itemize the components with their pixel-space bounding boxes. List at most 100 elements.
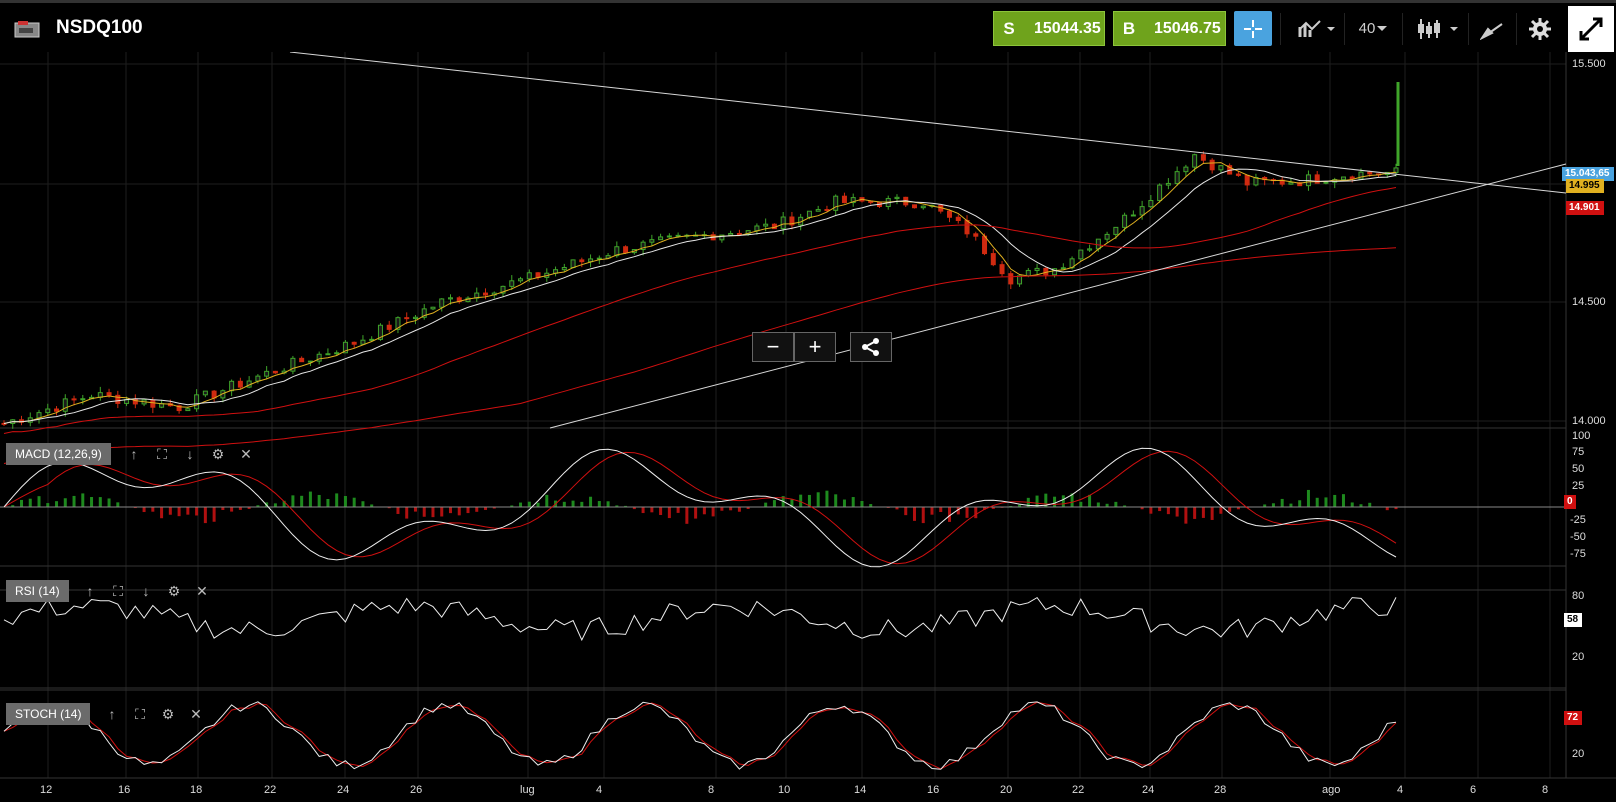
ma-xlong-line [3, 247, 1397, 464]
macd-histogram-bar [921, 507, 925, 524]
candle [579, 259, 585, 263]
candle [920, 205, 926, 209]
symbol-title[interactable]: NSDQ100 [56, 17, 143, 38]
crosshair-button[interactable] [1234, 11, 1272, 46]
candle [1017, 275, 1023, 285]
candle [570, 259, 576, 269]
candle [1367, 171, 1373, 175]
macd-histogram-bar [1385, 507, 1389, 511]
stoch-label[interactable]: STOCH (14) [6, 703, 91, 725]
candle [1218, 165, 1224, 171]
close-icon[interactable]: ✕ [190, 705, 202, 722]
macd-tick: 50 [1572, 463, 1585, 475]
chart-type-button[interactable] [1290, 11, 1342, 46]
zoom-controls: − + [752, 332, 836, 364]
buy-button[interactable]: B 15046.75 [1113, 11, 1226, 46]
settings-button[interactable] [1522, 11, 1558, 46]
up-arrow-icon[interactable]: ↑ [130, 446, 138, 462]
macd-histogram-bar [238, 507, 242, 510]
fullscreen-icon[interactable]: ⛶ [135, 705, 145, 722]
down-arrow-icon[interactable]: ↓ [142, 583, 150, 599]
macd-histogram-bar [273, 503, 277, 507]
macd-histogram-bar [1306, 489, 1310, 507]
macd-histogram-bar [361, 501, 365, 507]
candle [1314, 174, 1320, 184]
up-arrow-icon[interactable]: ↑ [108, 706, 116, 722]
macd-histogram-bar [1096, 502, 1100, 507]
macd-histogram-bar [519, 502, 523, 507]
candle [964, 219, 970, 235]
gear-icon[interactable]: ⚙ [161, 705, 175, 722]
macd-histogram-bar [1061, 495, 1065, 507]
macd-histogram-bar [352, 497, 356, 507]
zoom-in-button[interactable]: + [794, 332, 836, 362]
rsi-label[interactable]: RSI (14) [6, 580, 69, 602]
macd-histogram-bar [46, 503, 50, 507]
macd-tick: -50 [1570, 531, 1586, 543]
macd-label[interactable]: MACD (12,26,9) [6, 443, 111, 465]
share-icon [862, 338, 879, 356]
candle [421, 308, 427, 318]
candle [1209, 159, 1215, 171]
fullscreen-icon[interactable]: ⛶ [157, 445, 167, 462]
macd-histogram-bar [615, 505, 619, 507]
zoom-out-button[interactable]: − [752, 332, 794, 362]
drawing-button[interactable] [1474, 11, 1510, 46]
macd-histogram-bar [991, 507, 995, 509]
candle [1323, 181, 1329, 184]
macd-histogram-bar [1009, 505, 1013, 507]
candle [666, 235, 672, 238]
macd-histogram-bar [667, 507, 671, 519]
sell-button[interactable]: S 15044.35 [993, 11, 1105, 46]
macd-histogram-bar [983, 507, 987, 510]
candle [1078, 249, 1084, 260]
macd-histogram-bar [326, 499, 330, 507]
macd-histogram-bar [107, 498, 111, 507]
macd-tick: 75 [1572, 446, 1585, 458]
candle [377, 324, 383, 340]
macd-histogram-bar [580, 501, 584, 507]
timeframe-dropdown[interactable]: 40 [1350, 11, 1398, 46]
price-chart[interactable] [0, 52, 1616, 802]
macd-tools: ↑ ⛶ ↓ ⚙ ✕ [126, 443, 254, 465]
price-tick: 15.500 [1572, 58, 1606, 70]
gear-icon[interactable]: ⚙ [211, 445, 225, 462]
fullscreen-icon[interactable]: ⛶ [113, 582, 123, 599]
candle [316, 353, 322, 362]
macd-histogram-bar [799, 494, 803, 507]
time-tick: 26 [410, 784, 423, 796]
candle [1060, 267, 1066, 270]
candle [1200, 154, 1206, 161]
candles-button[interactable] [1410, 11, 1466, 46]
macd-histogram-bar [1088, 494, 1092, 507]
candle [999, 264, 1005, 275]
candle [115, 394, 121, 404]
candle [841, 195, 847, 204]
macd-histogram-bar [869, 504, 873, 507]
macd-histogram-bar [1175, 507, 1179, 517]
candle [264, 370, 270, 377]
share-button[interactable] [850, 332, 892, 362]
macd-histogram-bar [1289, 503, 1293, 507]
expand-button[interactable] [1568, 6, 1614, 52]
candle [176, 405, 182, 412]
candle [649, 239, 655, 243]
macd-histogram-bar [142, 507, 146, 513]
candle [1130, 214, 1136, 217]
candle [71, 398, 77, 401]
close-icon[interactable]: ✕ [240, 445, 252, 462]
trend-line-upper [289, 52, 1567, 194]
candle [439, 298, 445, 308]
down-arrow-icon[interactable]: ↓ [186, 446, 194, 462]
close-icon[interactable]: ✕ [196, 582, 208, 599]
up-arrow-icon[interactable]: ↑ [86, 583, 94, 599]
macd-histogram-bar [1158, 507, 1162, 512]
time-tick: ago [1322, 784, 1341, 796]
candle [1095, 238, 1101, 250]
macd-histogram-bar [335, 493, 339, 507]
gear-icon[interactable]: ⚙ [167, 582, 181, 599]
trend-line-lower [549, 163, 1567, 429]
candle [150, 399, 156, 408]
candle [894, 196, 900, 200]
macd-histogram-bar [1298, 500, 1302, 507]
